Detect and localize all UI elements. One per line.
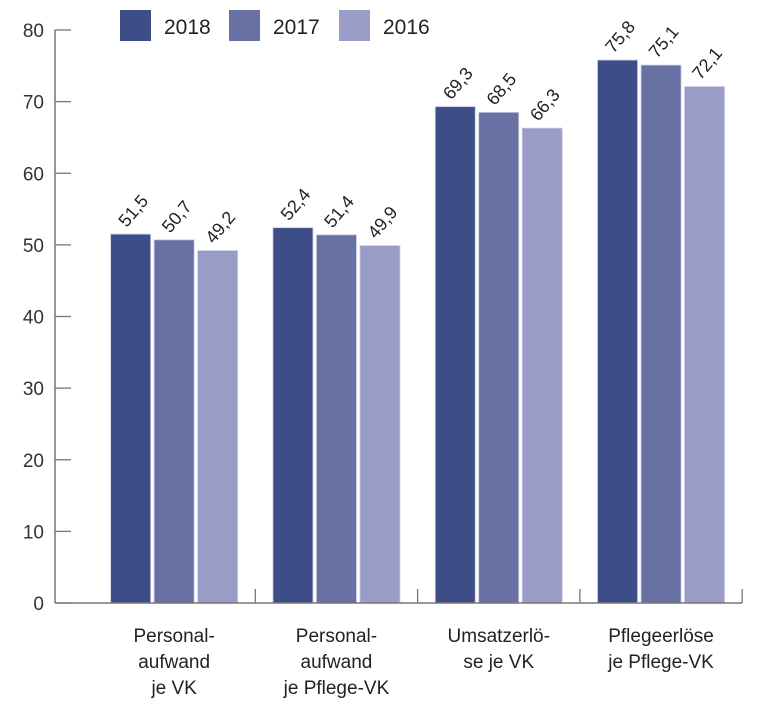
value-label: 66,3	[526, 85, 564, 125]
y-tick-label: 0	[33, 594, 44, 615]
value-label: 51,4	[320, 192, 358, 232]
category-label: je Pflege-VK	[607, 652, 714, 673]
y-tick-label: 30	[23, 379, 44, 400]
bar-2016	[359, 245, 401, 604]
y-tick-label: 80	[23, 21, 44, 42]
value-label: 49,9	[364, 202, 402, 242]
bar-2018	[434, 106, 476, 604]
legend-label: 2017	[273, 16, 320, 39]
y-axis: 0 10 20 30 40 50 60 70 80	[23, 21, 71, 615]
bar-2018	[110, 233, 152, 604]
bar-2017	[640, 64, 682, 604]
bar-2017	[316, 234, 357, 604]
bar-2017	[153, 239, 195, 604]
bar-2016	[684, 86, 725, 604]
bars	[110, 59, 725, 604]
legend-label: 2018	[164, 16, 211, 39]
category-label: aufwand	[138, 652, 210, 673]
x-axis: Personal-aufwand je VK Personal-aufwand je …	[55, 589, 743, 699]
bar-2016	[521, 127, 563, 604]
value-label: 75,8	[601, 17, 639, 57]
value-label: 68,5	[482, 69, 520, 109]
legend: 2018 2017 2016	[120, 10, 430, 41]
bar-2016	[197, 250, 239, 604]
bar-2018	[597, 59, 638, 604]
value-label: 72,1	[688, 43, 726, 83]
value-label: 69,3	[439, 64, 477, 104]
value-labels: 51,5 50,7 49,2 52,4 51,4 49,9 69,3 68,5 66,3 75,8…	[114, 17, 726, 247]
value-label: 75,1	[645, 22, 683, 62]
y-tick-label: 70	[23, 93, 44, 114]
y-tick-label: 60	[23, 164, 44, 185]
category-label: Pflegeerlöse	[608, 626, 714, 647]
legend-swatch-2018	[120, 10, 151, 41]
y-tick-label: 20	[23, 451, 44, 472]
value-label: 52,4	[277, 185, 315, 225]
category-label: Personal-	[296, 626, 377, 647]
bar-2017	[478, 111, 520, 604]
value-label: 50,7	[158, 197, 196, 237]
y-tick-label: 10	[23, 522, 44, 543]
category-label: se je VK	[463, 652, 534, 673]
category-label: aufwand	[301, 652, 373, 673]
category-label: Personal-	[133, 626, 214, 647]
category-label: Umsatzerlö-	[448, 626, 550, 647]
bar-2018	[272, 227, 314, 604]
legend-swatch-2016	[339, 10, 370, 41]
category-label: je Pflege-VK	[283, 678, 390, 699]
y-tick-label: 40	[23, 308, 44, 329]
y-tick-label: 50	[23, 236, 44, 257]
value-label: 49,2	[201, 207, 239, 247]
category-label: je VK	[150, 678, 197, 699]
value-label: 51,5	[114, 191, 152, 231]
legend-swatch-2017	[229, 10, 260, 41]
legend-label: 2016	[383, 16, 430, 39]
